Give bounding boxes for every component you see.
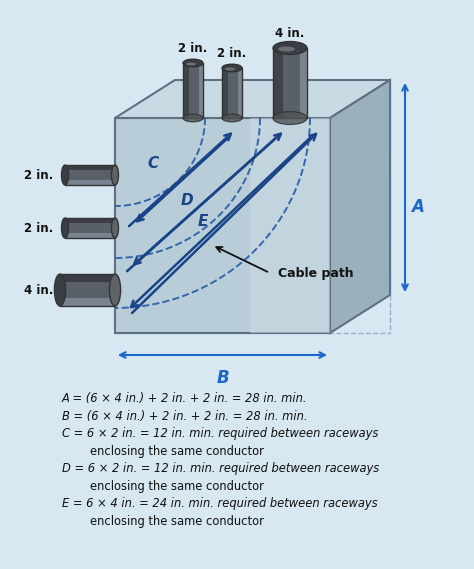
- Ellipse shape: [111, 218, 118, 238]
- Text: C = 6 × 2 in. = 12 in. min. required between raceways: C = 6 × 2 in. = 12 in. min. required bet…: [62, 427, 378, 440]
- Text: 2 in.: 2 in.: [218, 47, 246, 60]
- Bar: [65, 165, 115, 185]
- Bar: [65, 165, 115, 170]
- Ellipse shape: [222, 64, 242, 72]
- Ellipse shape: [111, 165, 118, 185]
- Bar: [222, 68, 228, 118]
- Polygon shape: [115, 80, 390, 118]
- Text: enclosing the same conductor: enclosing the same conductor: [90, 480, 264, 493]
- Ellipse shape: [62, 165, 69, 185]
- Text: 4 in.: 4 in.: [24, 283, 53, 296]
- Bar: [65, 180, 115, 185]
- Bar: [65, 218, 115, 238]
- Bar: [189, 63, 199, 118]
- Text: 4 in.: 4 in.: [275, 27, 305, 40]
- Bar: [273, 48, 283, 118]
- Bar: [65, 218, 115, 223]
- Ellipse shape: [55, 274, 65, 306]
- Bar: [65, 170, 115, 180]
- Bar: [300, 48, 307, 118]
- Text: E = 6 × 4 in. = 24 in. min. required between raceways: E = 6 × 4 in. = 24 in. min. required bet…: [62, 497, 378, 510]
- Polygon shape: [115, 118, 330, 333]
- Bar: [65, 233, 115, 238]
- Bar: [60, 274, 115, 306]
- Ellipse shape: [273, 112, 307, 125]
- Text: 2 in.: 2 in.: [24, 168, 53, 182]
- Bar: [60, 282, 115, 298]
- Ellipse shape: [109, 274, 120, 306]
- Bar: [283, 48, 300, 118]
- Polygon shape: [330, 80, 390, 333]
- Text: C: C: [147, 155, 159, 171]
- Text: A = (6 × 4 in.) + 2 in. + 2 in. = 28 in. min.: A = (6 × 4 in.) + 2 in. + 2 in. = 28 in.…: [62, 392, 308, 405]
- Text: D: D: [181, 192, 193, 208]
- Text: A: A: [411, 197, 424, 216]
- Ellipse shape: [183, 114, 203, 122]
- Text: 2 in.: 2 in.: [178, 42, 208, 55]
- Text: 2 in.: 2 in.: [24, 221, 53, 234]
- Bar: [238, 68, 242, 118]
- Bar: [60, 274, 115, 282]
- Bar: [228, 68, 238, 118]
- Bar: [65, 223, 115, 233]
- Polygon shape: [250, 118, 330, 333]
- Text: B = (6 × 4 in.) + 2 in. + 2 in. = 28 in. min.: B = (6 × 4 in.) + 2 in. + 2 in. = 28 in.…: [62, 410, 308, 423]
- Ellipse shape: [273, 42, 307, 55]
- Bar: [199, 63, 203, 118]
- Ellipse shape: [222, 114, 242, 122]
- Ellipse shape: [225, 68, 235, 71]
- Text: enclosing the same conductor: enclosing the same conductor: [90, 514, 264, 527]
- Ellipse shape: [278, 47, 295, 52]
- Ellipse shape: [186, 63, 196, 65]
- Text: E: E: [198, 213, 208, 229]
- Ellipse shape: [62, 218, 69, 238]
- Text: Cable path: Cable path: [278, 266, 354, 279]
- Bar: [222, 68, 242, 118]
- Ellipse shape: [183, 59, 203, 67]
- Bar: [60, 298, 115, 306]
- Text: B: B: [216, 369, 229, 387]
- Bar: [183, 63, 203, 118]
- Bar: [273, 48, 307, 118]
- Text: enclosing the same conductor: enclosing the same conductor: [90, 444, 264, 457]
- Bar: [183, 63, 189, 118]
- Text: D = 6 × 2 in. = 12 in. min. required between raceways: D = 6 × 2 in. = 12 in. min. required bet…: [62, 462, 379, 475]
